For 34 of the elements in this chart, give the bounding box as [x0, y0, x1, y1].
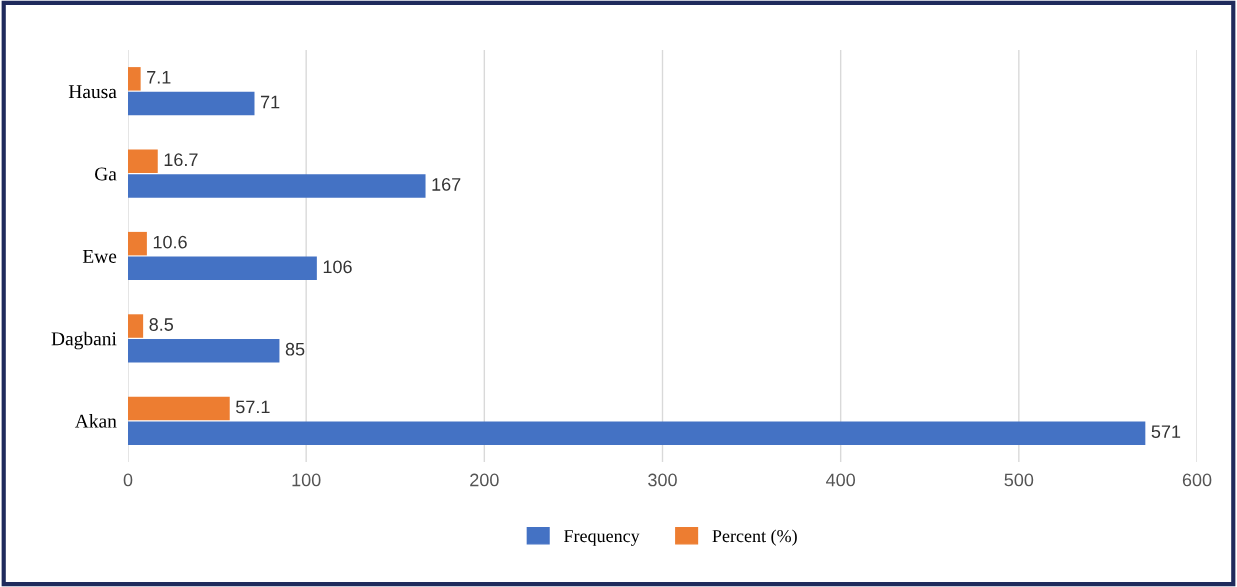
bar [128, 149, 158, 173]
bar [128, 396, 230, 421]
data-label: 571 [1151, 425, 1181, 439]
data-label: 7.1 [147, 71, 171, 84]
y-tick-label: Dagbani [51, 331, 117, 350]
bar [128, 256, 317, 281]
x-tick-label: 0 [123, 473, 133, 487]
x-tick-label: 200 [470, 473, 499, 487]
bar [128, 174, 426, 198]
data-label: 16.7 [164, 153, 198, 167]
data-label: 71 [260, 95, 280, 109]
data-label: 167 [432, 178, 461, 191]
bar [128, 91, 255, 116]
bar [128, 231, 147, 256]
data-label: 10.6 [153, 235, 187, 249]
x-tick-label: 100 [292, 473, 321, 487]
bar [128, 67, 141, 91]
x-tick-label: 300 [648, 473, 677, 487]
bar [128, 421, 1146, 445]
x-tick-label: 500 [1004, 473, 1034, 487]
y-tick-label: Hausa [68, 85, 117, 99]
data-label: 106 [323, 260, 352, 274]
bar [128, 314, 144, 338]
y-tick-label: Ewe [82, 250, 117, 263]
x-tick-label: 400 [826, 473, 856, 487]
x-tick-label: 600 [1182, 473, 1212, 487]
data-label: 85 [285, 342, 305, 356]
legend-label: Frequency [564, 530, 640, 546]
y-tick-label: Ga [95, 167, 117, 181]
y-tick-label: Akan [74, 414, 117, 428]
data-label: 8.5 [149, 318, 174, 331]
bar [128, 339, 280, 363]
legend-label: Percent (%) [712, 529, 797, 546]
data-label: 57.1 [236, 400, 270, 414]
